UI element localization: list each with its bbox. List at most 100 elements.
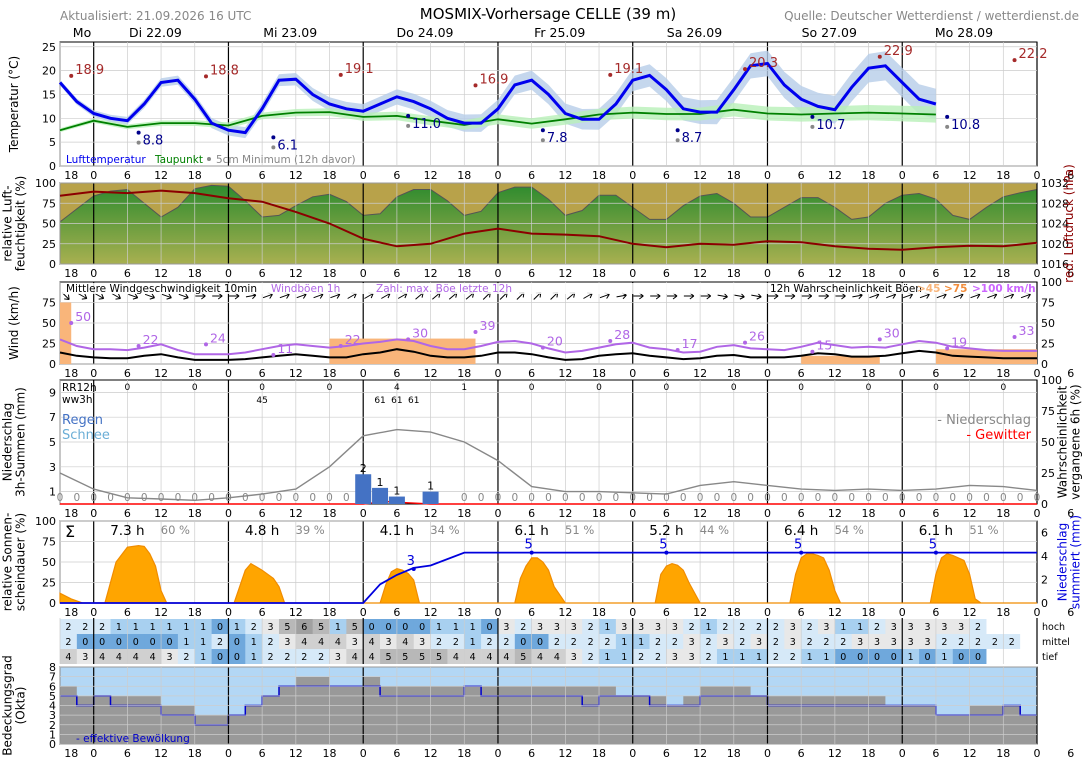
cloud-cell-value: 1 (621, 652, 627, 663)
cloud-cell (986, 619, 1004, 634)
precip-sum-point (799, 550, 804, 555)
cloud-cell-value: 3 (689, 637, 695, 648)
cloud-cell-value: 2 (672, 637, 678, 648)
cloud-cell (582, 649, 600, 664)
wind-legend-item: >75 (944, 283, 967, 295)
humidity-hour-label: 0 (764, 267, 771, 280)
sunshine-hour-label: 18 (64, 606, 78, 619)
sunshine-hour-label: 18 (592, 606, 606, 619)
temperature-hour-label: 12 (963, 169, 977, 182)
sunshine-hours-label: 6.1 h (514, 523, 548, 539)
wind-hour-label: 18 (996, 367, 1010, 380)
sunshine-axis-title-line: relative Sonnen- (1, 513, 15, 612)
cloud-cell-value: 0 (487, 622, 493, 633)
precip-amount-label: 0 (747, 492, 754, 504)
cover-hour-label: 6 (393, 747, 400, 760)
precip-amount-label: 0 (478, 492, 485, 504)
cloud-cell-value: 3 (537, 622, 543, 633)
cloud-cell-value: 0 (385, 622, 391, 633)
wind-arrow-shaft (1004, 293, 1014, 299)
cloud-cell (919, 619, 937, 634)
cloud-cell (733, 649, 751, 664)
wind-hour-label: 6 (663, 367, 670, 380)
cloud-cell (1003, 619, 1021, 634)
precip-amount-label: 0 (663, 492, 670, 504)
cloud-cell (177, 619, 196, 634)
temperature-min-label: 8.7 (682, 131, 703, 146)
humidity-hour-label: 6 (663, 267, 670, 280)
temperature-min-point (810, 114, 815, 119)
wind-arrow-shaft (616, 294, 627, 298)
cloud-cell-value: 4 (369, 637, 375, 648)
cloud-cell-value: 5 (402, 652, 408, 663)
cloud-cell-value: 2 (706, 652, 712, 663)
cloud-cell (447, 619, 465, 634)
cover-hour-label: 0 (1034, 747, 1041, 760)
cloud-cell (683, 619, 701, 634)
ww3h-value: 61 (391, 396, 402, 406)
cloud-cell-value: 0 (150, 637, 156, 648)
wind-arrow-shaft (886, 293, 896, 299)
wind-hour-label: 6 (393, 367, 400, 380)
cloud-cell (329, 634, 347, 649)
wind-arrow-shaft (902, 293, 913, 299)
cloud-cell (952, 619, 970, 634)
precip-prob-axis-title: Wahrscheinlichkeit vergangene 6h (%) (1056, 384, 1083, 499)
cloud-cell-value: 3 (823, 622, 829, 633)
cloud-cell (363, 619, 381, 634)
precip-amount-label: 0 (865, 492, 872, 504)
cloud-cell (93, 649, 111, 664)
cloud-cell-value: 4 (487, 652, 493, 663)
cloud-cell (818, 649, 836, 664)
temperature-hour-label: 12 (289, 169, 303, 182)
sunshine-percent-label: 39 % (296, 523, 325, 537)
wind-direction-arrow (94, 293, 105, 300)
wind-arrow-shaft (381, 293, 391, 299)
wind-arrow-shaft (313, 293, 324, 299)
rain-bar (388, 496, 405, 504)
sunshine-percent-label: 34 % (430, 523, 459, 537)
wind-tick-label: 0 (49, 358, 56, 371)
cloud-cell (952, 649, 970, 664)
humidity-hour-label: 12 (828, 267, 842, 280)
cloud-cell-value: 0 (857, 652, 863, 663)
temperature-hour-label: 0 (90, 169, 97, 182)
cloud-cell-value: 1 (200, 652, 206, 663)
cover-tick-label: 0 (49, 738, 56, 751)
cloud-cell (1003, 634, 1021, 649)
precip-amount-label: 0 (815, 492, 822, 504)
cloud-cell-value: 2 (773, 652, 779, 663)
day-label: Mo (73, 25, 91, 40)
rr12h-value: 0 (664, 383, 670, 393)
wind-legend-item: >45 (917, 283, 940, 295)
cloud-cell (716, 649, 735, 664)
cloud-cell-value: 3 (268, 622, 274, 633)
soil-min-point (406, 123, 411, 128)
precip-hour-label: 0 (899, 507, 906, 520)
sunshine-axis-title-line: scheindauer (%) (14, 513, 28, 611)
cloud-cell (1020, 619, 1038, 634)
temperature-min-point (675, 128, 680, 133)
rr12h-value: 0 (327, 383, 333, 393)
precip-prob-tick-label: 0 (1041, 498, 1048, 511)
cloud-cell-value: 5 (520, 652, 526, 663)
temperature-hour-label: 6 (932, 169, 939, 182)
updated-label: Aktualisiert: 21.09.2026 16 UTC (60, 9, 251, 23)
cloud-cell (885, 619, 903, 634)
cloud-cell (565, 619, 583, 634)
sunshine-tick-label: 25 (42, 577, 56, 590)
cloud-cell-value: 2 (82, 622, 88, 633)
cloud-cell (194, 649, 212, 664)
rain-legend: Regen (62, 413, 103, 428)
temperature-max-label: 20.3 (749, 56, 778, 71)
humidity-hour-label: 0 (1034, 267, 1041, 280)
pressure-tick-label: 1020 (1041, 238, 1069, 251)
humidity-hour-label: 0 (90, 267, 97, 280)
cover-hour-label: 18 (996, 747, 1010, 760)
cloud-cell-value: 4 (470, 652, 476, 663)
cloud-cell-value: 3 (908, 622, 914, 633)
wind-hour-label: 12 (828, 367, 842, 380)
precip-amount-label: 0 (646, 492, 653, 504)
wind-prob-tick-label: 50 (1041, 317, 1055, 330)
max-gust-label: 22 (143, 332, 159, 347)
